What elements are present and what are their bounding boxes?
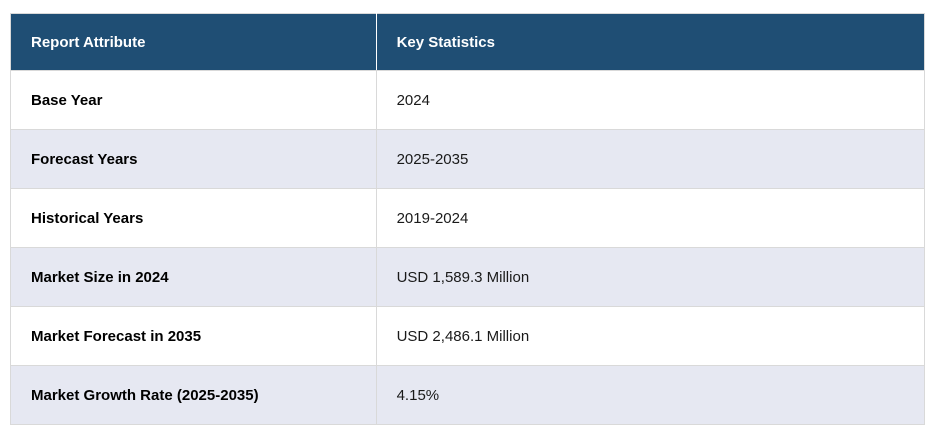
table-row: Forecast Years 2025-2035 bbox=[10, 129, 926, 189]
table-row: Base Year 2024 bbox=[10, 70, 926, 130]
attribute-cell: Historical Years bbox=[10, 188, 377, 248]
value-cell: USD 1,589.3 Million bbox=[375, 247, 926, 307]
value-cell: 4.15% bbox=[375, 365, 926, 425]
value-cell: 2019-2024 bbox=[375, 188, 926, 248]
value-cell: USD 2,486.1 Million bbox=[375, 306, 926, 366]
attribute-cell: Market Forecast in 2035 bbox=[10, 306, 377, 366]
value-cell: 2024 bbox=[375, 70, 926, 130]
value-cell: 2025-2035 bbox=[375, 129, 926, 189]
attribute-cell: Forecast Years bbox=[10, 129, 377, 189]
table-header-row: Report Attribute Key Statistics bbox=[10, 13, 926, 71]
table-row: Market Size in 2024 USD 1,589.3 Million bbox=[10, 247, 926, 307]
attribute-cell: Base Year bbox=[10, 70, 377, 130]
report-attributes-table: Report Attribute Key Statistics Base Yea… bbox=[10, 13, 926, 425]
table-row: Historical Years 2019-2024 bbox=[10, 188, 926, 248]
attribute-cell: Market Growth Rate (2025-2035) bbox=[10, 365, 377, 425]
column-header-report-attribute: Report Attribute bbox=[10, 13, 377, 71]
table-row: Market Growth Rate (2025-2035) 4.15% bbox=[10, 365, 926, 425]
table-row: Market Forecast in 2035 USD 2,486.1 Mill… bbox=[10, 306, 926, 366]
attribute-cell: Market Size in 2024 bbox=[10, 247, 377, 307]
column-header-key-statistics: Key Statistics bbox=[375, 13, 926, 71]
